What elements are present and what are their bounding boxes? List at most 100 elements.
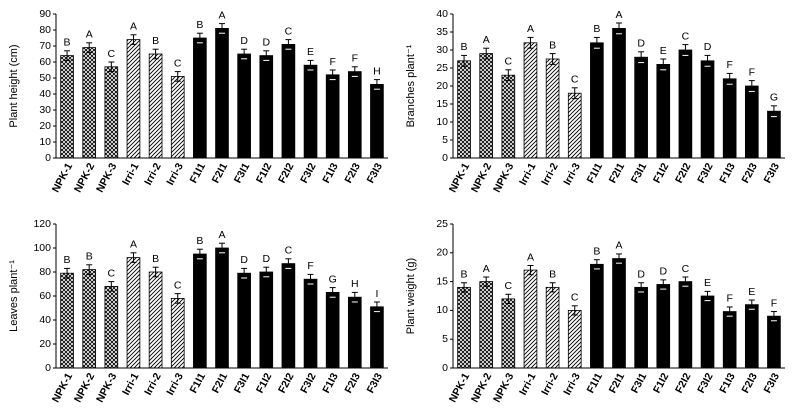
bar (523, 269, 538, 369)
y-tick-label: 60 (39, 290, 51, 302)
significance-letter: B (196, 19, 203, 31)
significance-letter: A (130, 239, 137, 251)
error-bar (307, 59, 314, 71)
bar (523, 42, 538, 159)
error-bar (483, 47, 490, 60)
x-tick-label: Irri-1 (120, 371, 142, 397)
error-bar (152, 266, 159, 278)
y-tick-label: 0 (442, 152, 448, 164)
significance-letter: H (373, 65, 381, 77)
x-tick-label: F3I1 (629, 161, 650, 185)
significance-letter: F (329, 56, 335, 68)
significance-letter: B (64, 37, 71, 49)
bar (634, 286, 648, 369)
x-tick-label: NPK-3 (94, 161, 119, 195)
significance-letter: F (749, 66, 755, 78)
bar (678, 49, 693, 159)
bar (259, 55, 274, 159)
bar (215, 27, 229, 159)
bar (259, 271, 274, 369)
significance-letter: A (130, 21, 137, 33)
x-tick-label: F3I3 (762, 161, 783, 185)
x-tick-label: Irri-1 (517, 161, 539, 187)
bar (126, 257, 141, 369)
error-bar (527, 264, 534, 276)
x-tick-label: F2I1 (607, 371, 628, 395)
error-bar (86, 42, 93, 53)
y-tick-label: 30 (436, 44, 448, 56)
significance-letter: B (152, 253, 159, 265)
error-bar (174, 71, 181, 82)
significance-letter: G (770, 92, 778, 104)
x-tick-label: F2I2 (673, 161, 694, 185)
significance-letter: B (196, 235, 203, 247)
error-bar (616, 253, 622, 264)
significance-letter: A (527, 251, 534, 263)
error-bar (638, 282, 645, 293)
significance-letter: E (307, 46, 314, 58)
bar (104, 66, 119, 159)
bar (170, 298, 185, 369)
y-tick-label: 10 (39, 136, 51, 148)
bar (370, 84, 384, 159)
bar (545, 286, 560, 369)
y-tick-label: 90 (39, 8, 51, 20)
bar (60, 272, 74, 369)
significance-letter: D (637, 38, 645, 50)
error-bar (704, 54, 711, 67)
x-tick-label: F2I3 (739, 161, 760, 185)
significance-letter: B (152, 35, 159, 47)
bar (82, 47, 97, 159)
error-bar (682, 276, 689, 287)
x-tick-label: F3I3 (762, 371, 783, 395)
error-bar (219, 242, 225, 254)
bar (370, 306, 384, 369)
error-bar (704, 290, 711, 302)
error-bar (638, 51, 645, 64)
bar (612, 258, 626, 369)
bar (656, 64, 671, 159)
error-bar (86, 264, 93, 275)
y-tick-label: 25 (436, 218, 448, 230)
bar (237, 53, 251, 159)
bar (590, 263, 604, 369)
x-tick-label: F1I2 (254, 161, 275, 185)
significance-letter: C (682, 263, 690, 275)
error-bar (527, 36, 534, 49)
bar (82, 269, 97, 369)
bar (148, 271, 163, 369)
error-bar (174, 293, 181, 304)
error-bar (593, 36, 600, 49)
error-bar (505, 293, 512, 304)
significance-letter: B (549, 269, 556, 281)
error-bar (263, 266, 270, 278)
chart-panel: Plant height (cm) 0 10 20 30 40 50 60 70 80 90 B NPK… (8, 8, 388, 195)
significance-letter: E (748, 286, 755, 298)
y-tick-label: 35 (436, 26, 448, 38)
significance-letter: D (240, 254, 248, 266)
error-bar (770, 311, 777, 322)
significance-letter: E (704, 277, 711, 289)
x-tick-label: F2I3 (342, 161, 363, 185)
x-tick-label: F3I2 (695, 161, 716, 185)
significance-letter: C (505, 280, 513, 292)
significance-letter: B (549, 39, 556, 51)
bar (634, 56, 648, 159)
x-tick-label: F2I1 (210, 161, 231, 185)
y-tick-label: 20 (436, 80, 448, 92)
x-tick-label: F3I1 (232, 371, 253, 395)
x-tick-label: F2I3 (342, 371, 363, 395)
error-bar (241, 267, 248, 279)
error-bar (660, 279, 667, 290)
error-bar (549, 282, 556, 293)
significance-letter: E (660, 45, 667, 57)
significance-letter: D (659, 266, 667, 278)
x-tick-label: F2I2 (276, 371, 297, 395)
error-bar (571, 305, 578, 316)
x-tick-label: Irri-3 (164, 161, 186, 187)
bar (104, 286, 119, 369)
x-tick-label: F1I2 (254, 371, 275, 395)
y-tick-label: 70 (39, 40, 51, 52)
y-tick-label: 40 (39, 314, 51, 326)
